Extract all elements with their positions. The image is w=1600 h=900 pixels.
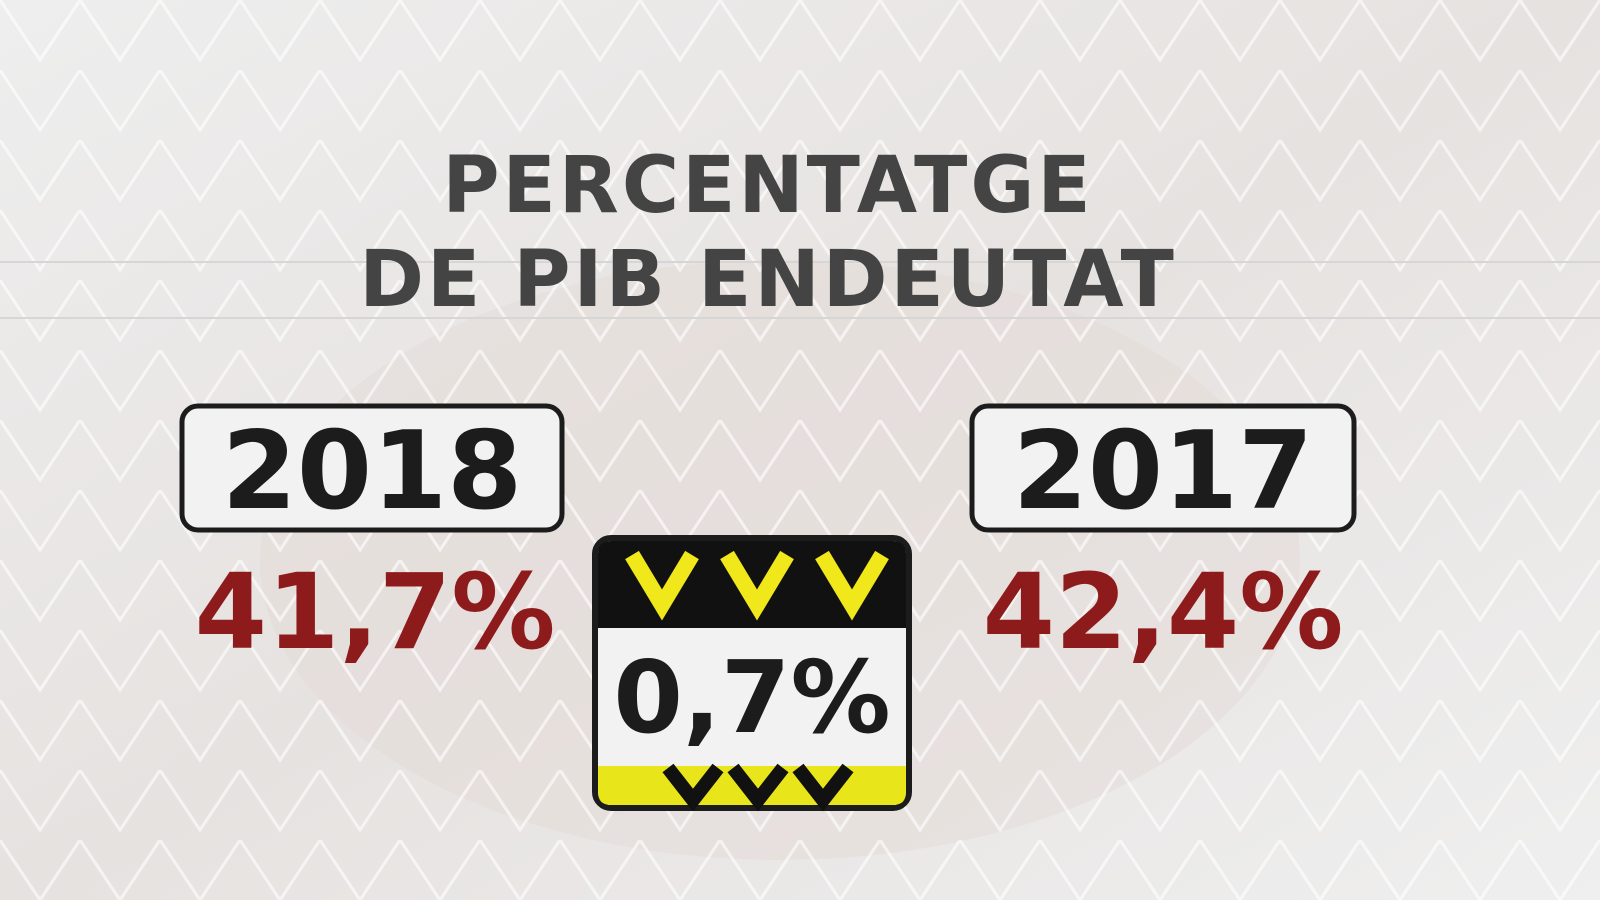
value: 42,4% [983, 551, 1344, 673]
value: 41,7% [195, 551, 556, 673]
year: 2018 [222, 409, 523, 534]
difference-box [592, 535, 912, 812]
title-line: PERCENTATGE [442, 141, 1093, 231]
title-line: DE PIB ENDEUTAT [359, 235, 1177, 325]
year-box [179, 403, 565, 533]
year-box [969, 403, 1357, 533]
difference-value: 0,7% [613, 639, 890, 756]
year: 2017 [1013, 409, 1314, 534]
